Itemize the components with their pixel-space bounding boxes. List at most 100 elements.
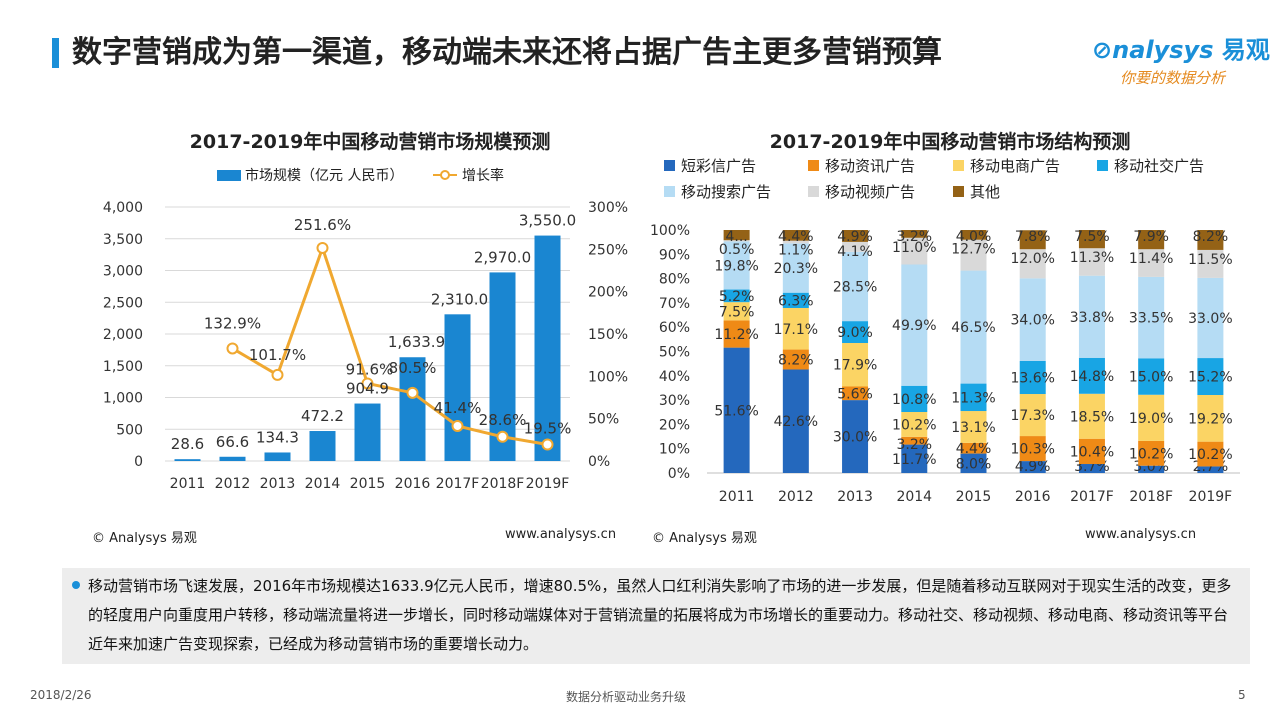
stack-segment [1019, 278, 1046, 361]
stack-segment [1197, 466, 1224, 473]
logo-a-glyph: ⊘ [1092, 36, 1113, 64]
logo-wordmark: nalysys [1112, 36, 1214, 64]
stack-segment [1019, 394, 1046, 437]
segment-value-label: 11.4% [1129, 251, 1173, 267]
segment-value-label: 33.8% [1070, 310, 1114, 326]
stack-segment [1078, 393, 1105, 439]
segment-value-label: 34.0% [1010, 313, 1054, 329]
stack-segment [782, 369, 809, 473]
growth-rate-value-label: 101.7% [249, 346, 306, 364]
stack-segment [1019, 461, 1046, 473]
market-size-value-label: 904.9 [346, 380, 389, 398]
segment-value-label: 11.3% [951, 390, 995, 406]
stack-segment [723, 240, 750, 242]
y-tick-label: 20% [659, 417, 690, 433]
stack-segment [723, 320, 750, 348]
segment-value-label: 4.4% [778, 229, 814, 245]
segment-value-label: 8.2% [1193, 229, 1229, 245]
market-size-value-label: 28.6 [171, 435, 204, 453]
logo-main: ⊘nalysys 易观 [1092, 30, 1270, 65]
segment-value-label: 30.0% [833, 430, 877, 446]
market-size-value-label: 3,550.0 [519, 212, 576, 230]
growth-rate-point [226, 342, 239, 355]
growth-rate-value-label: 132.9% [204, 314, 261, 332]
stack-segment [1078, 230, 1105, 249]
y-tick-label: 3,500 [103, 232, 143, 248]
segment-value-label: 17.3% [1010, 408, 1054, 424]
x-tick-label: 2018F [481, 476, 525, 492]
stack-segment [1019, 230, 1046, 250]
segment-value-label: 4.4% [956, 441, 992, 457]
stack-segment [960, 411, 987, 443]
page-number: 5 [1238, 688, 1246, 702]
growth-rate-value-label: 28.6% [479, 411, 527, 429]
stack-segment [1138, 440, 1165, 466]
market-size-bar [264, 452, 291, 461]
x-tick-label: 2017F [1070, 489, 1114, 505]
analysys-logo: ⊘nalysys 易观 你要的数据分析 [1092, 30, 1270, 90]
segment-value-label: 11.3% [1070, 250, 1114, 266]
y-tick-label: 0 [134, 454, 143, 470]
segment-value-label: 7.5% [719, 304, 755, 320]
stack-segment [1197, 277, 1224, 359]
page-title: 数字营销成为第一渠道，移动端未来还将占据广告主更多营销预算 [72, 35, 942, 70]
growth-rate-value-label: 41.4% [434, 399, 482, 417]
segment-value-label: 8.2% [778, 353, 814, 369]
y-tick-label: 0% [668, 466, 690, 482]
market-size-chart: 市场规模（亿元 人民币） 增长率 0 500 1,000 1,500 2,000 2,500 3… [103, 167, 628, 492]
summary-box: 移动营销市场飞速发展，2016年市场规模达1633.9亿元人民币，增速80.5%… [62, 568, 1250, 664]
stack-segment [901, 412, 928, 437]
market-size-bar [219, 456, 246, 461]
stack-segment [901, 230, 928, 238]
segment-value-label: 3.2% [896, 437, 932, 453]
growth-rate-line [231, 243, 548, 446]
x-tick-label: 2018F [1129, 489, 1173, 505]
stack-segment [960, 230, 987, 240]
stack-segment [901, 436, 928, 445]
segment-value-label: 49.9% [892, 318, 936, 334]
market-size-bar [309, 431, 336, 461]
segment-value-label: 1.1% [778, 243, 814, 259]
stack-segment [960, 383, 987, 412]
growth-rate-value-label: 251.6% [294, 216, 351, 234]
stack-segment [960, 239, 987, 271]
y2-tick-label: 250% [588, 242, 628, 258]
segment-value-label: 4.0% [956, 229, 992, 245]
segment-value-label: 15.0% [1129, 370, 1173, 386]
segment-value-label: 12.0% [1010, 251, 1054, 267]
y-tick-label: 3,000 [103, 264, 143, 280]
growth-rate-value-label: 19.5% [524, 419, 572, 437]
footer-date: 2018/2/26 [30, 688, 92, 702]
stack-segment [1078, 438, 1105, 465]
stack-segment [901, 237, 928, 265]
segment-value-label: 4.1% [837, 244, 873, 260]
stack-segment [1138, 230, 1165, 250]
segment-value-label: 28.5% [833, 279, 877, 295]
market-size-value-label: 134.3 [256, 428, 299, 446]
stack-segment [1078, 464, 1105, 473]
segment-value-label: 10.8% [892, 392, 936, 408]
stack-segment [842, 251, 869, 322]
y2-tick-label: 200% [588, 285, 628, 301]
stack-segment [901, 264, 928, 386]
segment-value-label: 17.1% [774, 322, 818, 338]
x-tick-label: 2014 [896, 489, 932, 505]
market-size-bar [444, 314, 471, 461]
market-size-value-label: 2,970.0 [474, 248, 531, 266]
y-tick-label: 10% [659, 442, 690, 458]
market-size-value-label: 2,310.0 [431, 290, 488, 308]
x-tick-label: 2012 [215, 476, 251, 492]
market-size-bar [174, 459, 201, 461]
growth-rate-point [451, 419, 464, 432]
x-tick-label: 2016 [1015, 489, 1051, 505]
y-tick-label: 60% [659, 320, 690, 336]
growth-rate-value-label: 80.5% [389, 359, 437, 377]
y2-tick-label: 150% [588, 327, 628, 343]
segment-value-label: 5.2% [719, 289, 755, 305]
stack-segment [842, 400, 869, 473]
legend-label: 移动视频广告 [825, 183, 915, 201]
stack-segment [1078, 357, 1105, 394]
x-tick-label: 2015 [956, 489, 992, 505]
x-tick-label: 2013 [837, 489, 873, 505]
y-tick-label: 500 [116, 422, 143, 438]
